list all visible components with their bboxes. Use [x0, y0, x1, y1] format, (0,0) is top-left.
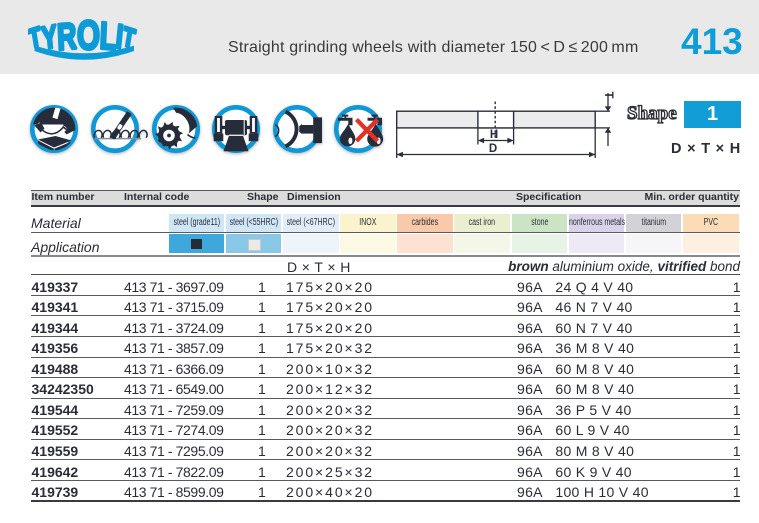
svg-text:D: D	[489, 143, 497, 155]
svg-text:L: L	[99, 16, 118, 59]
svg-text:H: H	[490, 129, 498, 141]
svg-text:T: T	[602, 91, 614, 98]
svg-text:R: R	[56, 16, 77, 58]
svg-text:Y: Y	[40, 18, 59, 56]
svg-text:O: O	[77, 16, 100, 58]
